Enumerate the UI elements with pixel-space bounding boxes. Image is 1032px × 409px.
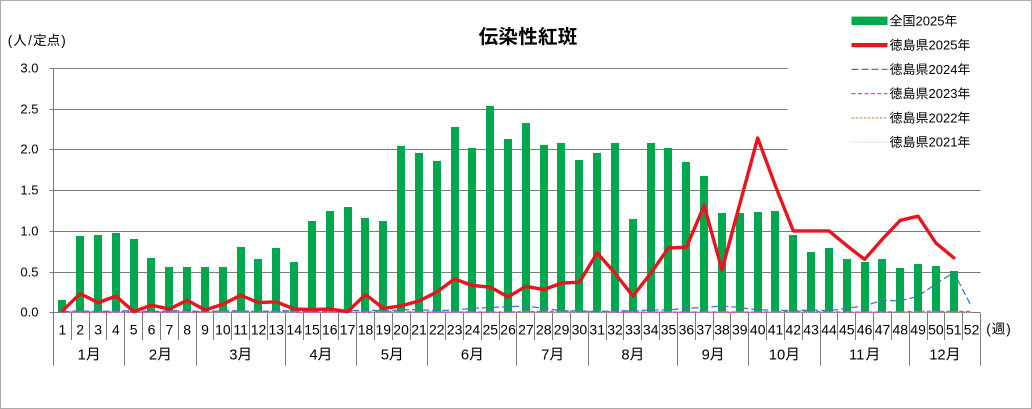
svg-text:2023: 2023	[929, 86, 958, 101]
svg-text:43: 43	[803, 322, 819, 338]
svg-text:2: 2	[149, 347, 157, 363]
svg-text:51: 51	[946, 322, 962, 338]
svg-text:37: 37	[696, 322, 712, 338]
svg-text:10: 10	[215, 322, 231, 338]
svg-text:34: 34	[643, 322, 659, 338]
svg-text:16: 16	[322, 322, 338, 338]
svg-text:11: 11	[849, 347, 864, 363]
svg-text:4: 4	[112, 322, 120, 338]
svg-text:44: 44	[821, 322, 837, 338]
svg-text:2021: 2021	[929, 135, 958, 150]
svg-text:2025: 2025	[929, 38, 958, 53]
svg-text:12: 12	[251, 322, 267, 338]
svg-text:0.0: 0.0	[20, 305, 38, 320]
svg-text:19: 19	[376, 322, 392, 338]
svg-text:18: 18	[358, 322, 374, 338]
svg-text:38: 38	[714, 322, 730, 338]
svg-text:20: 20	[393, 322, 409, 338]
svg-text:52: 52	[964, 322, 980, 338]
svg-text:8: 8	[621, 347, 629, 363]
svg-text:12: 12	[929, 347, 945, 363]
svg-text:30: 30	[572, 322, 588, 338]
svg-text:23: 23	[447, 322, 463, 338]
svg-text:14: 14	[286, 322, 302, 338]
svg-text:5: 5	[130, 322, 138, 338]
svg-text:9: 9	[702, 347, 710, 363]
svg-text:10: 10	[769, 347, 785, 363]
svg-text:17: 17	[340, 322, 356, 338]
svg-text:27: 27	[518, 322, 534, 338]
svg-text:5: 5	[381, 347, 389, 363]
svg-text:47: 47	[875, 322, 891, 338]
svg-text:28: 28	[536, 322, 552, 338]
svg-text:3: 3	[94, 322, 102, 338]
svg-text:6: 6	[461, 347, 469, 363]
svg-text:42: 42	[786, 322, 802, 338]
svg-text:1.0: 1.0	[20, 224, 38, 239]
svg-text:15: 15	[304, 322, 320, 338]
svg-text:35: 35	[661, 322, 677, 338]
svg-text:39: 39	[732, 322, 748, 338]
svg-text:7: 7	[541, 347, 549, 363]
svg-text:41: 41	[768, 322, 784, 338]
svg-text:45: 45	[839, 322, 855, 338]
svg-text:48: 48	[893, 322, 909, 338]
svg-text:1: 1	[78, 347, 86, 363]
svg-text:(: (	[986, 322, 991, 337]
svg-text:33: 33	[625, 322, 641, 338]
svg-text:36: 36	[679, 322, 695, 338]
svg-text:13: 13	[269, 322, 285, 338]
svg-text:32: 32	[607, 322, 623, 338]
svg-text:2024: 2024	[929, 62, 958, 77]
svg-text:6: 6	[148, 322, 156, 338]
svg-text:21: 21	[411, 322, 427, 338]
svg-text:2025: 2025	[916, 14, 945, 29]
svg-text:2022: 2022	[929, 111, 958, 126]
svg-text:11: 11	[233, 322, 248, 338]
svg-text:4: 4	[309, 347, 317, 363]
svg-text:1: 1	[59, 322, 67, 338]
svg-text:0.5: 0.5	[20, 265, 38, 280]
svg-text:(: (	[8, 33, 13, 48]
svg-text:50: 50	[928, 322, 944, 338]
svg-text:1.5: 1.5	[20, 183, 38, 198]
svg-text:29: 29	[554, 322, 570, 338]
svg-text:31: 31	[589, 322, 605, 338]
svg-text:49: 49	[910, 322, 926, 338]
svg-text:2.5: 2.5	[20, 102, 38, 117]
svg-text:24: 24	[465, 322, 481, 338]
svg-text:22: 22	[429, 322, 445, 338]
svg-text:9: 9	[201, 322, 209, 338]
svg-text:46: 46	[857, 322, 873, 338]
svg-text:2.0: 2.0	[20, 142, 38, 157]
svg-text:3.0: 3.0	[20, 61, 38, 76]
svg-text:): )	[1006, 322, 1011, 337]
svg-text:2: 2	[76, 322, 84, 338]
svg-text:26: 26	[500, 322, 516, 338]
svg-text:): )	[61, 33, 65, 48]
svg-text:25: 25	[483, 322, 499, 338]
svg-text:/: /	[28, 33, 32, 48]
svg-text:40: 40	[750, 322, 766, 338]
svg-text:7: 7	[166, 322, 174, 338]
svg-text:3: 3	[229, 347, 237, 363]
svg-text:8: 8	[183, 322, 191, 338]
